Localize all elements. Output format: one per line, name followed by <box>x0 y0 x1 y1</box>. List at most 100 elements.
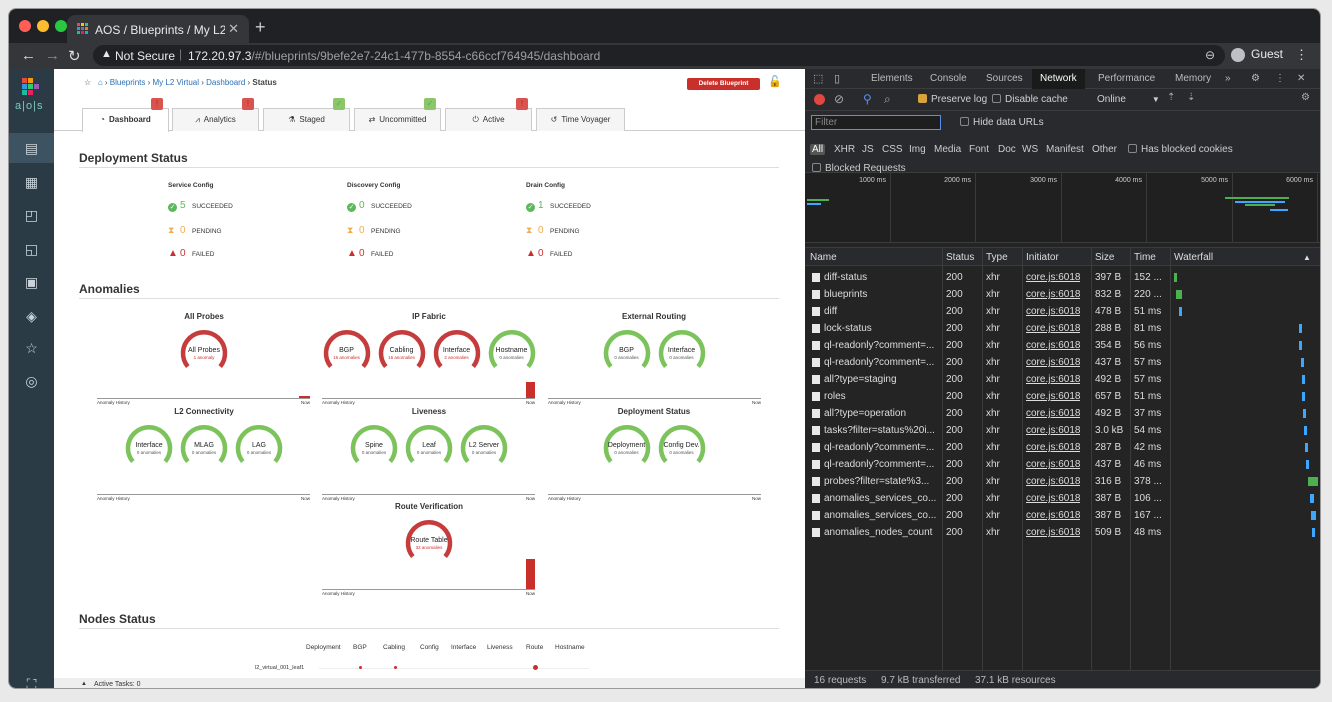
devtools-menu-icon[interactable]: ⋮ <box>1275 73 1285 84</box>
request-row[interactable]: ql-readonly?comment=... 200 xhr core.js:601… <box>805 456 1320 473</box>
filter-icon[interactable]: ⚲ <box>863 92 872 106</box>
col-waterfall[interactable]: Waterfall <box>1174 252 1214 263</box>
nav-favorites-icon[interactable]: ☆ <box>25 340 38 356</box>
close-tab-icon[interactable]: ✕ <box>228 21 239 36</box>
request-initiator-link[interactable]: core.js:6018 <box>1026 272 1081 283</box>
col-type[interactable]: Type <box>986 252 1008 263</box>
devtools-tab-console[interactable]: Console <box>930 73 967 84</box>
type-font[interactable]: Font <box>969 144 990 155</box>
request-initiator-link[interactable]: core.js:6018 <box>1026 442 1081 453</box>
request-row[interactable]: all?type=operation 200 xhr core.js:6018 492 … <box>805 405 1320 422</box>
anomaly-history-chart[interactable]: Anomaly History Now <box>322 483 535 501</box>
devtools-tab-elements[interactable]: Elements <box>871 73 913 84</box>
preserve-log-checkbox[interactable]: Preserve log <box>918 94 987 105</box>
new-tab-button[interactable]: + <box>255 17 266 37</box>
type-xhr[interactable]: XHR <box>834 144 856 155</box>
nav-devices-icon[interactable]: ▦ <box>24 174 39 190</box>
breadcrumb-dashboard[interactable]: Dashboard <box>206 78 246 87</box>
chrome-menu-icon[interactable]: ⋮ <box>1295 47 1308 62</box>
request-initiator-link[interactable]: core.js:6018 <box>1026 391 1081 402</box>
anomaly-gauge[interactable]: L2 Server 0 anomalies <box>459 423 509 473</box>
nav-external-systems-icon[interactable]: ▣ <box>24 274 39 290</box>
profile-button[interactable]: Guest <box>1231 47 1283 62</box>
request-initiator-link[interactable]: core.js:6018 <box>1026 476 1081 487</box>
anomaly-gauge[interactable]: Route Table 32 anomalies <box>404 518 454 568</box>
breadcrumb-blueprint[interactable]: My L2 Virtual <box>152 78 200 87</box>
settings-gear-icon[interactable]: ⚙ <box>1251 73 1260 84</box>
request-row[interactable]: diff-status 200 xhr core.js:6018 397 B 152 ..… <box>805 269 1320 286</box>
node-name[interactable]: l2_virtual_001_leaf1 <box>255 665 305 671</box>
devtools-tab-memory[interactable]: Memory <box>1175 73 1212 84</box>
anomaly-gauge[interactable]: MLAG 0 anomalies <box>179 423 229 473</box>
inspect-icon[interactable]: ⬚ <box>813 73 824 85</box>
type-all[interactable]: All <box>810 144 826 155</box>
browser-tab[interactable]: AOS / Blueprints / My L2 Virtu ✕ <box>67 15 249 43</box>
reload-icon[interactable]: ↻ <box>68 48 81 65</box>
unlock-icon[interactable]: 🔓 <box>768 76 782 88</box>
sort-ascending-icon[interactable]: ▲ <box>1303 253 1311 262</box>
request-initiator-link[interactable]: core.js:6018 <box>1026 459 1081 470</box>
request-initiator-link[interactable]: core.js:6018 <box>1026 340 1081 351</box>
active-tasks-bar[interactable]: ▲ Active Tasks: 0 <box>54 678 805 688</box>
anomaly-history-chart[interactable]: Anomaly History Now <box>548 387 761 405</box>
nav-blueprints-icon[interactable]: ▤ <box>9 133 54 163</box>
anomaly-gauge[interactable]: BGP 16 anomalies <box>322 328 372 378</box>
minimize-window-button[interactable] <box>37 20 49 32</box>
anomaly-history-chart[interactable]: Anomaly History Now <box>97 387 310 405</box>
star-icon[interactable]: ☆ <box>84 78 92 87</box>
request-initiator-link[interactable]: core.js:6018 <box>1026 527 1081 538</box>
devtools-tab-sources[interactable]: Sources <box>986 73 1023 84</box>
nav-resources-icon[interactable]: ◱ <box>24 241 39 257</box>
request-row[interactable]: ql-readonly?comment=... 200 xhr core.js:601… <box>805 337 1320 354</box>
request-initiator-link[interactable]: core.js:6018 <box>1026 289 1081 300</box>
tab-time-voyager[interactable]: ↺ Time Voyager <box>536 108 625 131</box>
forward-icon[interactable]: → <box>45 47 60 64</box>
devtools-tab-network[interactable]: Network <box>1032 69 1085 89</box>
anomaly-history-chart[interactable]: Anomaly History Now <box>97 483 310 501</box>
maximize-window-button[interactable] <box>55 20 67 32</box>
import-har-icon[interactable]: ⇡ <box>1167 92 1176 103</box>
col-status[interactable]: Status <box>946 252 975 263</box>
search-icon[interactable]: ⌕ <box>884 92 891 106</box>
anomaly-history-chart[interactable]: Anomaly History Now <box>322 382 535 405</box>
tab-dashboard[interactable]: ◔ Dashboard <box>82 108 169 132</box>
type-img[interactable]: Img <box>909 144 926 155</box>
nav-user-icon[interactable]: ◎ <box>25 373 38 389</box>
device-toolbar-icon[interactable]: ▯ <box>834 73 841 85</box>
request-row[interactable]: lock-status 200 xhr core.js:6018 288 B 81 ms <box>805 320 1320 337</box>
anomaly-history-chart[interactable]: Anomaly History Now <box>548 483 761 501</box>
request-row[interactable]: anomalies_nodes_count 200 xhr core.js:6018 5… <box>805 524 1320 541</box>
request-row[interactable]: roles 200 xhr core.js:6018 657 B 51 ms <box>805 388 1320 405</box>
fullscreen-icon[interactable]: ⛶ <box>26 676 37 688</box>
type-manifest[interactable]: Manifest <box>1046 144 1084 155</box>
request-initiator-link[interactable]: core.js:6018 <box>1026 357 1081 368</box>
request-row[interactable]: probes?filter=state%3... 200 xhr core.js:60… <box>805 473 1320 490</box>
record-icon[interactable] <box>814 94 825 105</box>
disable-cache-checkbox[interactable]: Disable cache <box>992 94 1068 105</box>
network-overview-timeline[interactable]: 1000 ms 2000 ms 3000 ms 4000 ms 5000 ms 6000 … <box>805 173 1320 243</box>
request-initiator-link[interactable]: core.js:6018 <box>1026 374 1081 385</box>
request-initiator-link[interactable]: core.js:6018 <box>1026 306 1081 317</box>
request-initiator-link[interactable]: core.js:6018 <box>1026 323 1081 334</box>
tab-uncommitted[interactable]: ⇄ Uncommitted <box>354 108 441 131</box>
anomaly-gauge[interactable]: Interface 0 anomalies <box>657 328 707 378</box>
filter-input[interactable]: Filter <box>811 115 941 130</box>
tab-staged[interactable]: ⚗ Staged <box>263 108 350 131</box>
anomaly-gauge[interactable]: Cabling 16 anomalies <box>377 328 427 378</box>
request-row[interactable]: anomalies_services_co... 200 xhr core.js:60… <box>805 507 1320 524</box>
col-name[interactable]: Name <box>810 252 837 263</box>
request-row[interactable]: ql-readonly?comment=... 200 xhr core.js:601… <box>805 354 1320 371</box>
throttling-select[interactable]: Online ▼ <box>1097 94 1160 105</box>
address-bar[interactable]: ▲ Not Secure | 172.20.97.3/#/blueprints/… <box>93 45 1225 66</box>
anomaly-gauge[interactable]: Leaf 0 anomalies <box>404 423 454 473</box>
export-har-icon[interactable]: ⇣ <box>1187 92 1196 103</box>
close-devtools-icon[interactable]: ✕ <box>1297 73 1306 84</box>
delete-blueprint-button[interactable]: Delete Blueprint <box>687 78 760 90</box>
clear-icon[interactable]: ⊘ <box>834 92 845 106</box>
nav-layers-icon[interactable]: ◈ <box>26 308 37 324</box>
col-initiator[interactable]: Initiator <box>1026 252 1059 263</box>
back-icon[interactable]: ← <box>21 47 36 64</box>
hide-data-urls-checkbox[interactable]: Hide data URLs <box>960 117 1044 128</box>
anomaly-gauge[interactable]: Config Dev. 0 anomalies <box>657 423 707 473</box>
request-row[interactable]: diff 200 xhr core.js:6018 478 B 51 ms <box>805 303 1320 320</box>
